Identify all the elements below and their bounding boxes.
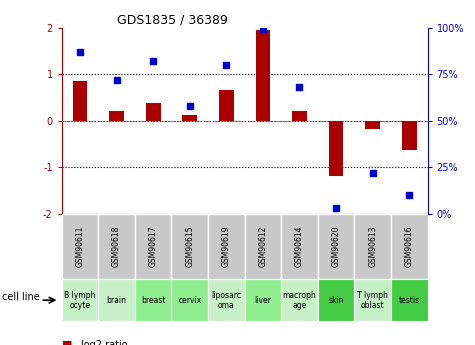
Bar (402, 121, 417, 150)
Bar (354, 279, 391, 321)
Bar (109, 110, 124, 121)
Text: GSM90617: GSM90617 (149, 226, 158, 267)
Bar (98, 279, 135, 321)
Bar (391, 214, 428, 279)
Point (186, 103, 194, 109)
Point (113, 77, 121, 82)
Point (369, 170, 377, 176)
Bar (208, 279, 245, 321)
Text: macroph
age: macroph age (283, 291, 316, 309)
Point (222, 62, 230, 68)
Text: GSM90612: GSM90612 (258, 226, 267, 267)
Bar (281, 279, 318, 321)
Text: log2 ratio: log2 ratio (81, 340, 127, 345)
Text: GSM90620: GSM90620 (332, 226, 341, 267)
Bar (391, 279, 428, 321)
Point (332, 206, 340, 211)
Text: breast: breast (141, 296, 165, 305)
Bar (281, 214, 318, 279)
Text: liposarc
oma: liposarc oma (211, 291, 241, 309)
Point (76, 49, 84, 55)
Text: GSM90616: GSM90616 (405, 226, 414, 267)
Point (295, 85, 304, 90)
Bar (245, 214, 281, 279)
Text: cell line: cell line (2, 292, 40, 302)
Bar (182, 115, 197, 121)
Text: GSM90618: GSM90618 (112, 226, 121, 267)
Bar (73, 81, 87, 121)
Bar (208, 214, 245, 279)
Point (405, 193, 413, 198)
Text: cervix: cervix (178, 296, 201, 305)
Bar (354, 214, 391, 279)
Text: GSM90613: GSM90613 (368, 226, 377, 267)
Bar (146, 103, 161, 121)
Text: testis: testis (399, 296, 420, 305)
Bar (245, 279, 281, 321)
Text: GSM90615: GSM90615 (185, 226, 194, 267)
Text: GSM90619: GSM90619 (222, 226, 231, 267)
Text: ■: ■ (62, 340, 72, 345)
Bar (135, 279, 171, 321)
Bar (98, 214, 135, 279)
Text: GDS1835 / 36389: GDS1835 / 36389 (117, 13, 228, 27)
Bar (318, 214, 354, 279)
Bar (329, 121, 343, 176)
Bar (62, 214, 98, 279)
Bar (171, 214, 208, 279)
Bar (318, 279, 354, 321)
Bar (62, 279, 98, 321)
Point (149, 58, 157, 64)
Text: B lymph
ocyte: B lymph ocyte (64, 291, 96, 309)
Text: skin: skin (328, 296, 344, 305)
Bar (365, 121, 380, 129)
Bar (219, 90, 234, 121)
Text: GSM90611: GSM90611 (76, 226, 85, 267)
Text: brain: brain (106, 296, 127, 305)
Bar (292, 110, 307, 121)
Point (259, 27, 267, 32)
Bar (135, 214, 171, 279)
Text: GSM90614: GSM90614 (295, 226, 304, 267)
Bar (256, 30, 270, 121)
Bar (171, 279, 208, 321)
Text: T lymph
oblast: T lymph oblast (357, 291, 388, 309)
Text: liver: liver (255, 296, 271, 305)
